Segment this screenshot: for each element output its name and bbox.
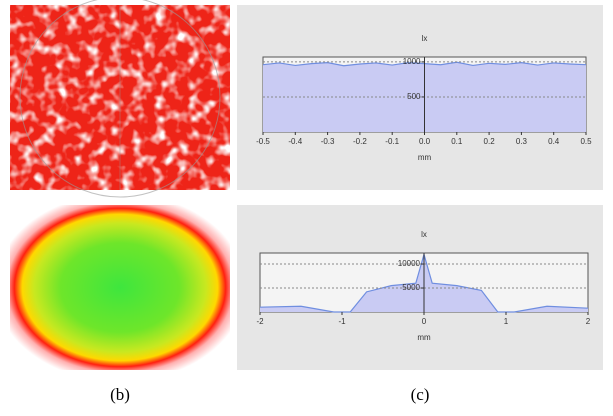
heatmap-top (10, 0, 230, 198)
x-tick-label: 0.4 (548, 137, 560, 146)
y-tick-label: 10000 (398, 259, 421, 268)
caption: (c) (411, 385, 430, 404)
x-tick-label: 2 (586, 317, 591, 326)
x-tick-label: -0.3 (321, 137, 335, 146)
x-tick-label: -2 (256, 317, 264, 326)
x-tick-label: -0.2 (353, 137, 367, 146)
x-tick-label: -0.5 (256, 137, 270, 146)
x-tick-label: 1 (504, 317, 509, 326)
y-tick-label: 1000 (403, 57, 421, 66)
x-axis-label: mm (417, 333, 431, 342)
x-tick-label: 0.2 (484, 137, 496, 146)
x-tick-label: 0 (422, 317, 427, 326)
x-tick-label: -0.4 (288, 137, 302, 146)
heatmap-bottom (10, 205, 230, 370)
x-axis-label: mm (418, 153, 432, 162)
caption: (b) (110, 385, 130, 404)
x-tick-label: 0.5 (580, 137, 592, 146)
x-tick-label: -0.1 (385, 137, 399, 146)
y-tick-label: 5000 (402, 283, 420, 292)
y-axis-label: lx (421, 230, 427, 239)
x-tick-label: -1 (338, 317, 346, 326)
charts: lx mm 500 1000 -0.5 -0.4 -0.3 -0.2 -0.1 0.0 0.1 0.2… (256, 34, 592, 342)
y-tick-label: 500 (407, 92, 421, 101)
x-tick-label: 0.1 (451, 137, 463, 146)
y-axis-label: lx (422, 34, 428, 43)
x-tick-label: 0.0 (419, 137, 431, 146)
x-tick-label: 0.3 (516, 137, 528, 146)
